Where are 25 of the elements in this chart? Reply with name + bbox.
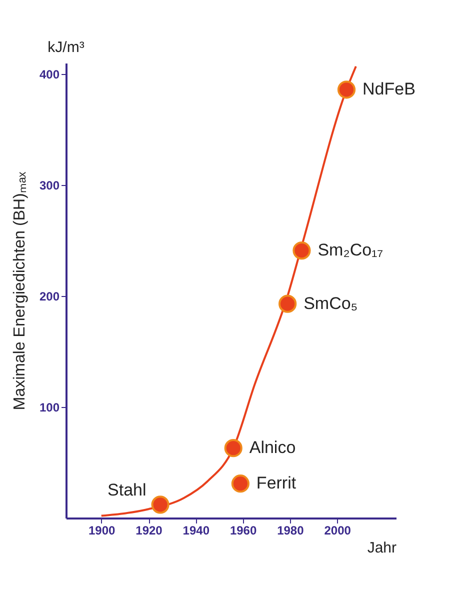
annotation: Alnico <box>249 438 296 458</box>
x-tick-label: 2000 <box>324 524 352 538</box>
x-tick-label: 1900 <box>88 524 116 538</box>
x-tick-label: 1960 <box>230 524 257 538</box>
annotation: Ferrit <box>256 474 296 493</box>
x-tick-label: 1920 <box>136 524 163 538</box>
point <box>224 439 242 458</box>
y-tick-label: 100 <box>39 400 60 415</box>
x-axis-title: Jahr <box>367 540 396 556</box>
point <box>337 80 356 99</box>
point <box>292 242 311 260</box>
annotation: Sm₂Co₁₇ <box>318 240 384 260</box>
annotation: SmCo₅ <box>304 294 358 313</box>
y-tick-label: 400 <box>39 68 60 82</box>
y-tick-label: 200 <box>39 290 60 304</box>
annotation: Stahl <box>108 480 146 500</box>
point <box>151 496 170 514</box>
point <box>278 294 297 313</box>
point <box>231 474 250 493</box>
y-tick-label: 300 <box>39 178 60 193</box>
text: kJ/m³ <box>48 39 84 56</box>
x-tick-label: 1940 <box>182 524 210 538</box>
annotation: NdFeB <box>362 80 416 99</box>
y-axis-title: Maximale Energiedichten (BH)ₘₐₓ <box>11 171 28 410</box>
x-tick-label: 1980 <box>277 524 304 538</box>
